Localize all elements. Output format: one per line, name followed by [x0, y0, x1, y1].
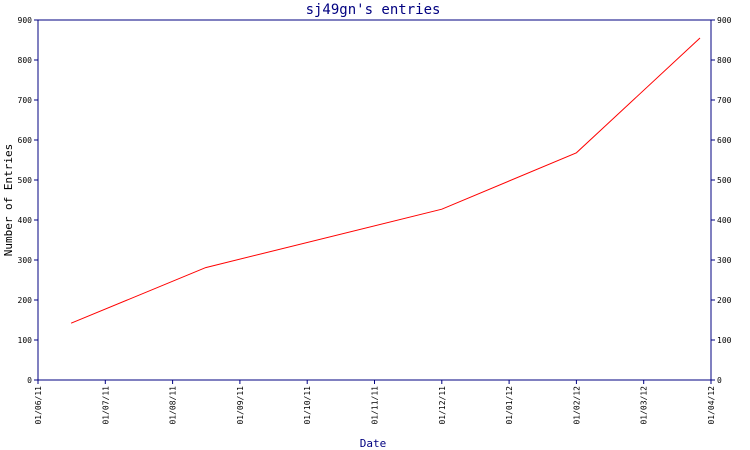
x-tick-label: 01/02/12	[572, 386, 581, 425]
x-axis: 01/06/11 01/07/11 01/08/11 01/09/11 01/10/11…	[34, 380, 716, 425]
y-tick-left-label: 100	[18, 336, 33, 345]
y-tick-left-label: 700	[18, 96, 33, 105]
y-tick-right-label: 900	[717, 16, 732, 25]
y-tick-right-label: 500	[717, 176, 732, 185]
y-tick-right-label: 100	[717, 336, 732, 345]
y-tick-left-label: 900	[18, 16, 33, 25]
y-axis-right: 0 100 200 300 400 500 600 700 800 900	[711, 16, 732, 385]
y-tick-left-label: 600	[18, 136, 33, 145]
chart-title: sj49gn's entries	[306, 2, 441, 18]
y-tick-left-label: 500	[18, 176, 33, 185]
y-tick-right-label: 0	[717, 376, 722, 385]
y-tick-right-label: 200	[717, 296, 732, 305]
y-tick-right-label: 800	[717, 56, 732, 65]
x-tick-label: 01/10/11	[303, 386, 312, 425]
x-axis-label: Date	[360, 437, 387, 450]
x-tick-label: 01/09/11	[236, 386, 245, 425]
x-tick-label: 01/07/11	[101, 386, 110, 425]
y-tick-right-label: 400	[717, 216, 732, 225]
x-tick-label: 01/12/11	[438, 386, 447, 425]
y-axis-label: Number of Entries	[2, 144, 15, 257]
x-tick-label: 01/08/11	[169, 386, 178, 425]
y-tick-left-label: 0	[27, 376, 32, 385]
x-tick-label: 01/04/12	[707, 386, 716, 425]
x-tick-label: 01/01/12	[505, 386, 514, 425]
x-tick-label: 01/03/12	[640, 386, 649, 425]
y-tick-right-label: 300	[717, 256, 732, 265]
y-tick-right-label: 700	[717, 96, 732, 105]
x-tick-label: 01/11/11	[371, 386, 380, 425]
series-line	[70, 37, 701, 324]
x-tick-label: 01/06/11	[34, 386, 43, 425]
y-tick-right-label: 600	[717, 136, 732, 145]
plot-frame	[37, 19, 712, 381]
y-tick-left-label: 400	[18, 216, 33, 225]
series-group	[70, 37, 701, 324]
y-axis-left: 0 100 200 300 400 500 600 700 800 900	[18, 16, 38, 385]
y-tick-left-label: 300	[18, 256, 33, 265]
y-tick-left-label: 800	[18, 56, 33, 65]
y-tick-left-label: 200	[18, 296, 33, 305]
